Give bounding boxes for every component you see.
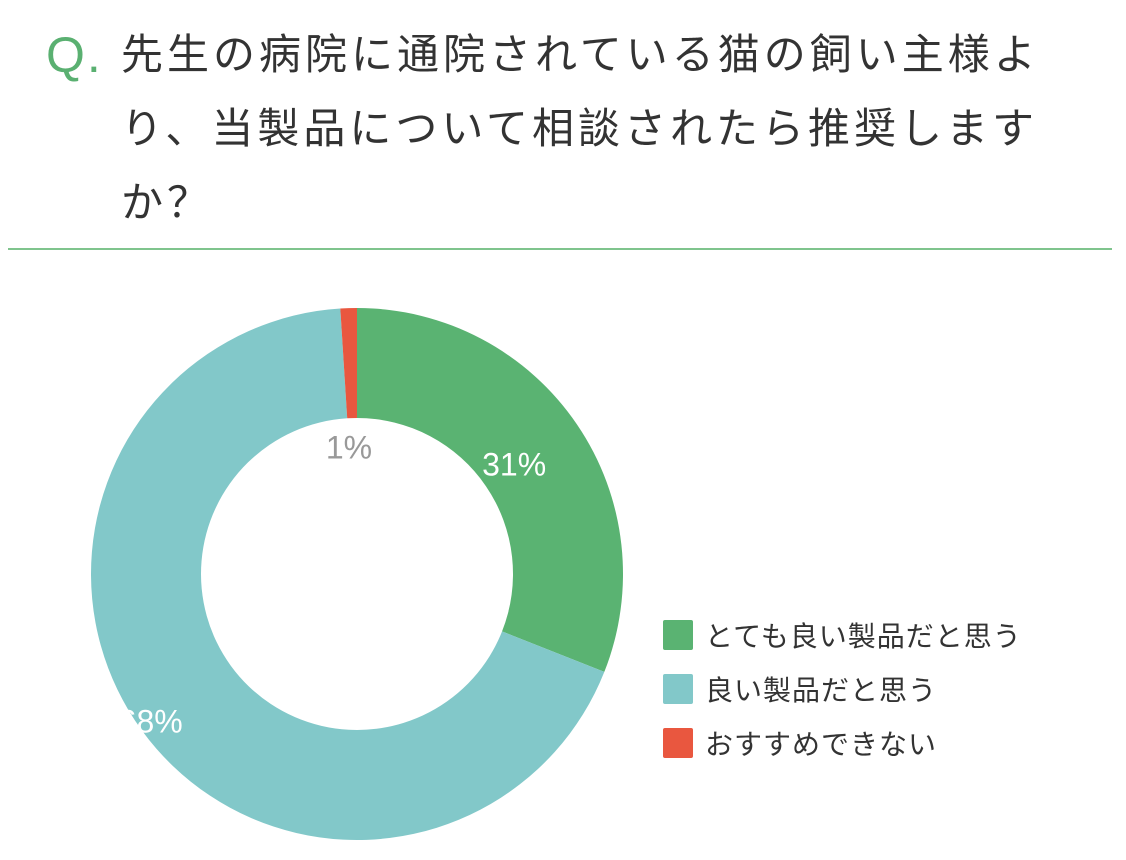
chart-legend: とても良い製品だと思う 良い製品だと思う おすすめできない — [663, 608, 1022, 770]
legend-item-good: 良い製品だと思う — [663, 662, 1022, 716]
slice-very-good — [357, 308, 623, 672]
question-text: 先生の病院に通院されている猫の飼い主様より、当製品について相談されたら推奨します… — [121, 30, 1040, 227]
legend-item-not-recommend: おすすめできない — [663, 716, 1022, 770]
donut-slices — [91, 308, 623, 841]
legend-label-very-good: とても良い製品だと思う — [705, 620, 1022, 653]
question-prefix: Q. — [46, 27, 103, 83]
divider-line — [8, 248, 1112, 250]
legend-item-very-good: とても良い製品だと思う — [663, 608, 1022, 662]
legend-swatch-not-recommend — [663, 728, 693, 758]
data-label-good: 68% — [119, 703, 183, 739]
legend-label-good: 良い製品だと思う — [705, 674, 938, 707]
legend-label-not-recommend: おすすめできない — [705, 728, 938, 761]
slice-not-recommend — [340, 308, 357, 419]
slice-good — [91, 308, 605, 841]
legend-swatch-very-good — [663, 620, 693, 650]
data-label-very-good: 31% — [482, 447, 546, 483]
data-label-not-recommend: 1% — [326, 429, 372, 465]
donut-data-labels: 31% 68% 1% — [119, 429, 546, 739]
question-block: Q. 先生の病院に通院されている猫の飼い主様より、当製品について相談されたら推奨… — [46, 22, 1096, 240]
legend-swatch-good — [663, 674, 693, 704]
